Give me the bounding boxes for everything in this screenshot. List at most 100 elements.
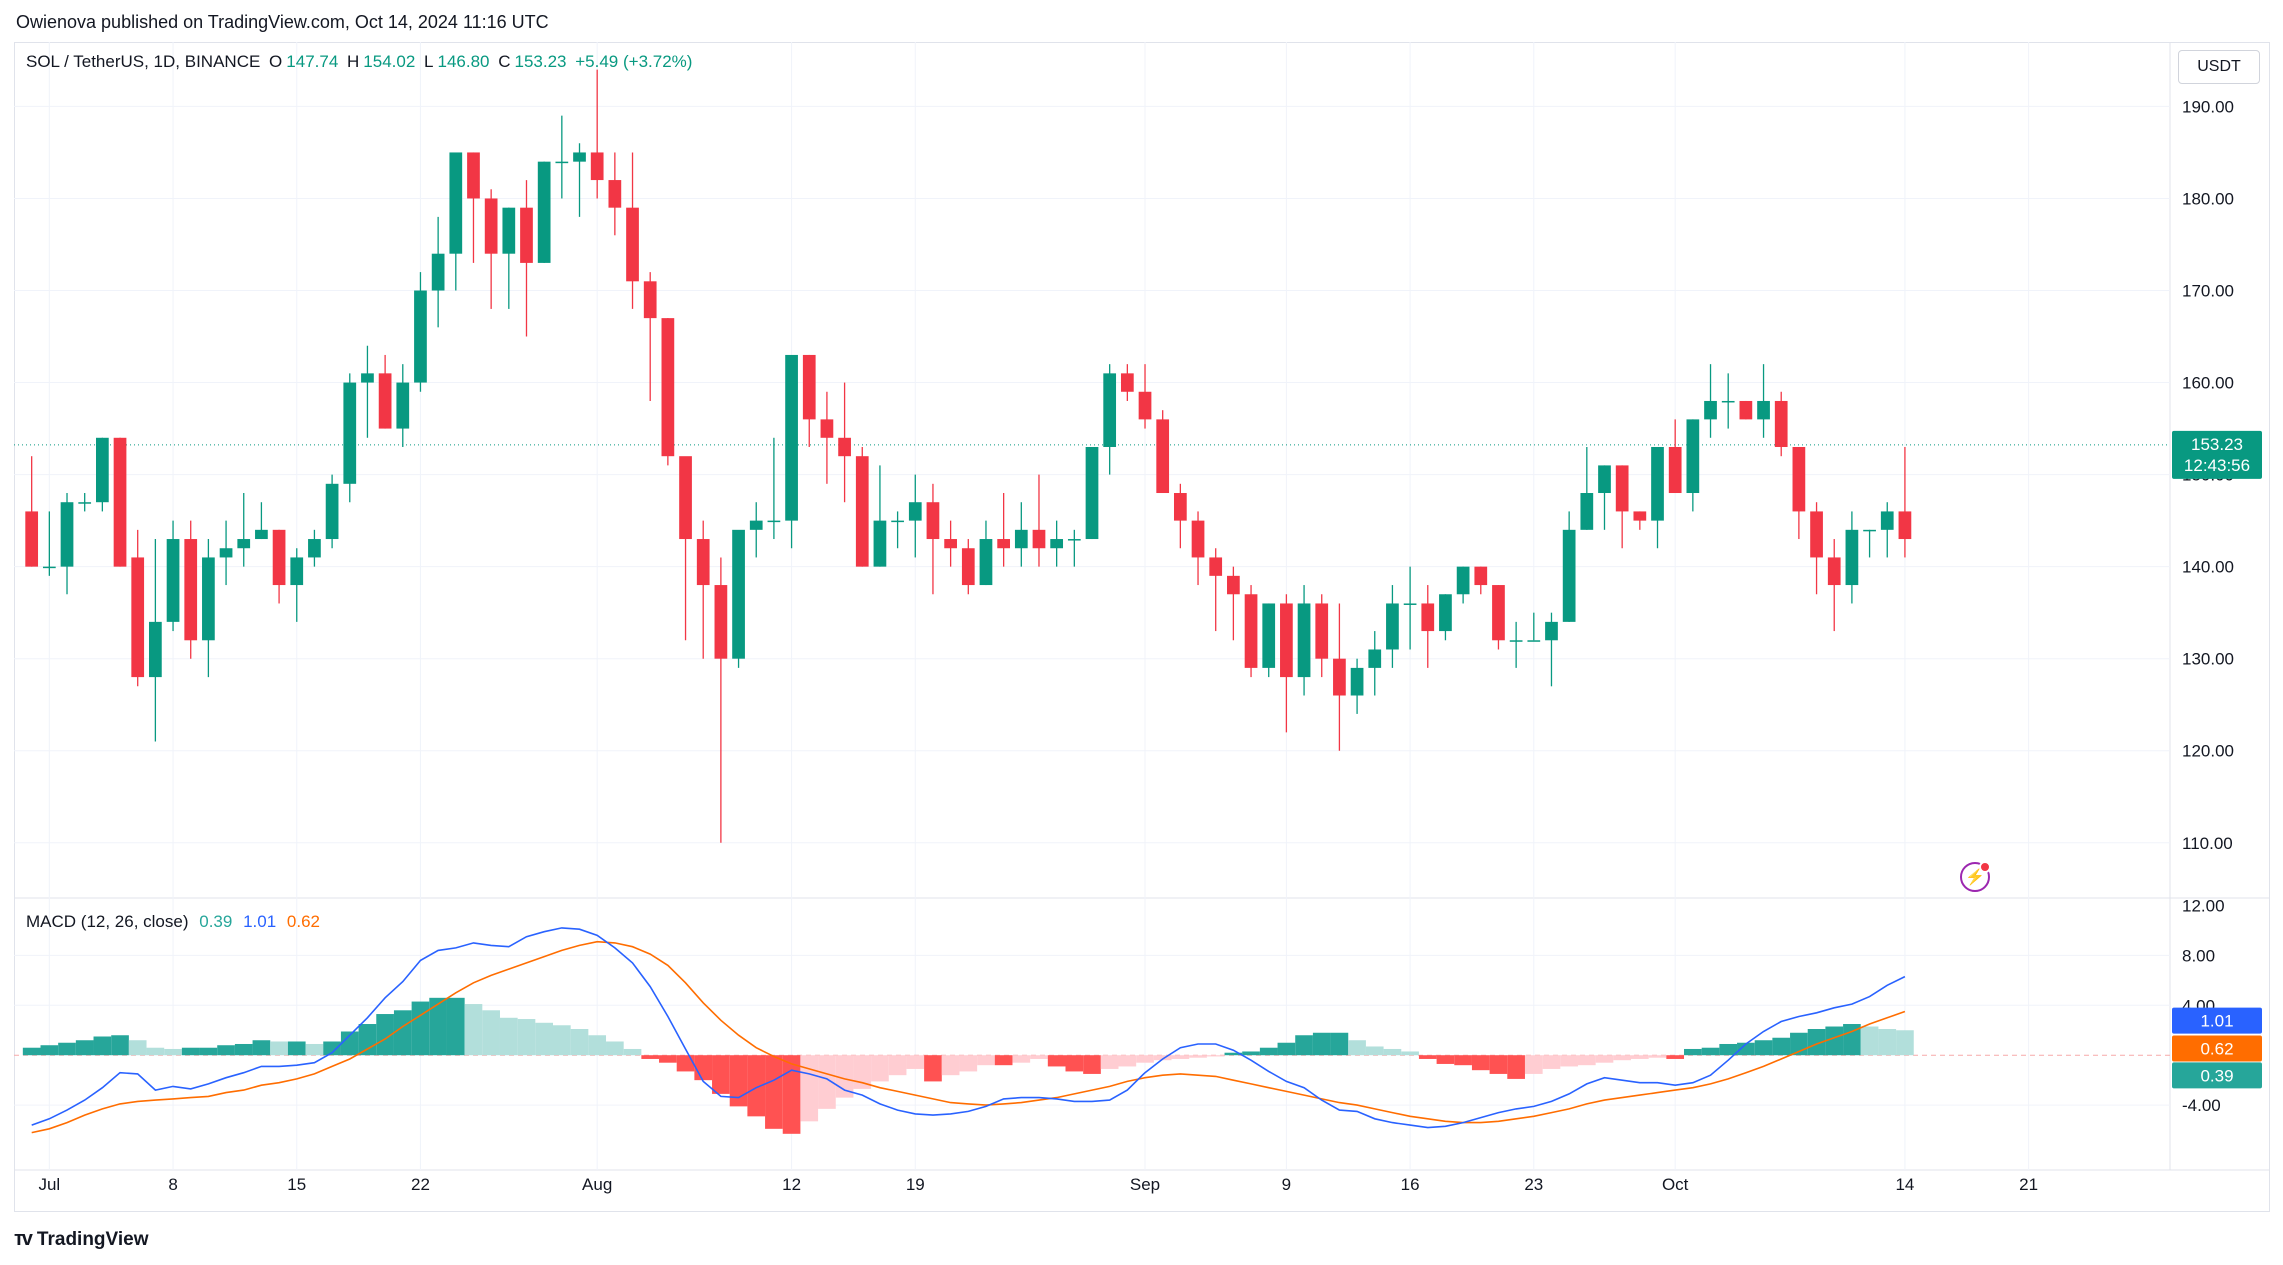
candle-body — [308, 539, 321, 558]
candle-body — [679, 456, 692, 540]
macd-histogram-bar — [1224, 1052, 1243, 1056]
candle-body — [60, 502, 74, 567]
candle-body — [431, 253, 445, 291]
x-tick-label: 21 — [2019, 1175, 2038, 1194]
macd-histogram-bar — [181, 1047, 200, 1056]
candle-body — [1880, 511, 1894, 530]
candle-body — [1598, 465, 1611, 494]
macd-histogram-bar — [924, 1055, 942, 1082]
candle-body — [537, 161, 551, 263]
low-label: L — [424, 52, 434, 71]
macd-histogram-bar — [765, 1055, 783, 1129]
macd-histogram-bar — [1312, 1032, 1331, 1056]
macd-histogram-bar — [659, 1055, 677, 1063]
macd-histogram-bar — [340, 1031, 359, 1056]
candle-body — [1863, 529, 1876, 532]
macd-histogram-bar — [270, 1041, 288, 1056]
candle-body — [272, 529, 286, 586]
macd-histogram-bar — [641, 1055, 660, 1059]
x-tick-label: 8 — [168, 1175, 177, 1194]
macd-histogram-bar — [977, 1055, 995, 1066]
candle-body — [1227, 575, 1240, 595]
candle-body — [1545, 621, 1558, 641]
candle-body — [1456, 566, 1470, 595]
candle-body — [1173, 493, 1187, 521]
macd-histogram-bar — [164, 1048, 182, 1056]
candle-body — [1845, 529, 1859, 586]
candle-body — [1509, 640, 1523, 642]
footer-brand[interactable]: ᴛᴠ TradingView — [14, 1228, 149, 1251]
macd-histogram-bar — [1507, 1055, 1525, 1079]
macd-histogram-bar — [1136, 1055, 1154, 1063]
macd-badge-bg — [2172, 1007, 2262, 1034]
currency-button[interactable]: USDT — [2178, 50, 2260, 84]
macd-histogram-bar — [1365, 1046, 1384, 1056]
candle-body — [961, 548, 975, 586]
candle-body — [626, 207, 639, 282]
macd-histogram-bar — [111, 1035, 129, 1056]
y-tick-label: 170.00 — [2182, 282, 2234, 301]
macd-histogram-bar — [1878, 1029, 1897, 1056]
candle-body — [785, 354, 798, 521]
candle-body — [1668, 446, 1682, 494]
snapshot-icon[interactable]: ⚡ — [1960, 861, 1991, 892]
macd-histogram-bar — [22, 1047, 41, 1056]
candle-body — [1014, 529, 1028, 549]
candle-body — [131, 557, 145, 678]
high-label: H — [347, 52, 360, 71]
candle-body — [202, 557, 215, 641]
macd-histogram-bar — [694, 1055, 713, 1081]
candle-body — [1156, 419, 1170, 494]
candle-body — [979, 539, 993, 586]
macd-histogram-bar — [287, 1041, 306, 1056]
macd-line — [31, 927, 1906, 1129]
candle-body — [520, 207, 533, 263]
macd-histogram-bar — [58, 1042, 76, 1056]
price-badge-bg — [2172, 430, 2262, 479]
high-value: 154.02 — [363, 52, 416, 71]
candle-body — [502, 207, 516, 254]
candle-body — [1315, 603, 1329, 659]
macd-histogram-bar — [1701, 1047, 1720, 1056]
candle-body — [1474, 566, 1488, 586]
hist-badge: 0.39 — [2172, 1062, 2262, 1089]
candle-body — [661, 318, 675, 457]
y-tick-label: 180.00 — [2182, 189, 2234, 208]
candle-body — [1704, 400, 1717, 420]
signal-badge-bg — [2172, 1035, 2262, 1062]
macd-histogram-bar — [93, 1036, 112, 1056]
candle-body — [1810, 511, 1823, 558]
candle-body — [873, 520, 887, 567]
macd-histogram-bar — [1383, 1048, 1402, 1056]
macd-histogram-bar — [40, 1045, 59, 1056]
price-badge-text: 153.23 — [2191, 435, 2243, 454]
macd-histogram-bar — [1206, 1055, 1225, 1057]
macd-histogram-bar — [606, 1041, 624, 1056]
tradingview-logo-icon: ᴛᴠ — [14, 1228, 33, 1250]
macd-histogram-bar — [959, 1055, 978, 1072]
candle-body — [714, 585, 728, 659]
x-tick-label: Jul — [38, 1175, 60, 1194]
macd-histogram-bar — [1295, 1035, 1313, 1056]
macd-title[interactable]: MACD (12, 26, close) — [26, 912, 189, 931]
candle-body — [184, 539, 198, 641]
chart-container[interactable] — [14, 42, 2270, 1212]
macd-histogram-bar — [482, 1010, 500, 1056]
symbol-label[interactable]: SOL / TetherUS, 1D, BINANCE — [26, 52, 261, 71]
macd-histogram-bar — [1454, 1055, 1472, 1066]
macd-histogram-bar — [146, 1047, 165, 1056]
macd-histogram-bar — [1719, 1043, 1738, 1056]
close-value: 153.23 — [514, 52, 567, 71]
candle-body — [1615, 465, 1629, 512]
candle-body — [42, 566, 56, 569]
macd-histogram-bar — [1896, 1030, 1914, 1056]
macd-histogram-bar — [75, 1040, 94, 1056]
macd-histogram-bar — [1560, 1055, 1578, 1067]
macd-histogram-bar — [1524, 1055, 1543, 1074]
macd-histogram-bar — [1418, 1055, 1437, 1059]
x-tick-label: 16 — [1401, 1175, 1420, 1194]
macd-histogram-bar — [376, 1014, 394, 1056]
macd-histogram-bar — [1277, 1042, 1296, 1056]
candle-body — [1580, 493, 1594, 530]
